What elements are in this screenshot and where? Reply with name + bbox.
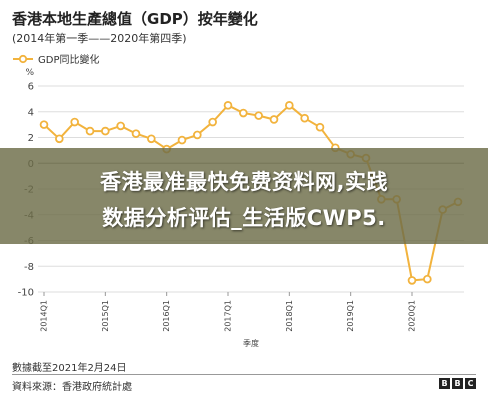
y-tick-label: -8 bbox=[24, 262, 34, 273]
y-tick-label: 2 bbox=[28, 133, 34, 144]
data-point bbox=[269, 115, 279, 124]
y-tick-label: 4 bbox=[28, 107, 34, 118]
banner-text-line-2: 数据分析评估_生活版CWP5. bbox=[102, 206, 386, 230]
data-point bbox=[177, 135, 187, 145]
chart-subtitle: (2014年第一季——2020年第四季) bbox=[12, 32, 187, 45]
source-note: 資料來源：香港政府統計處 bbox=[12, 382, 132, 393]
chart-title: 香港本地生產總值（GDP）按年變化 bbox=[12, 10, 258, 28]
data-point bbox=[55, 134, 64, 144]
data-point bbox=[239, 108, 248, 118]
data-point bbox=[285, 101, 294, 110]
x-tick-label: 2016Q1 bbox=[162, 300, 171, 332]
data-point bbox=[423, 274, 432, 284]
data-point bbox=[70, 117, 79, 127]
data-point bbox=[193, 130, 202, 140]
data-point bbox=[131, 129, 141, 138]
x-tick-label: 2020Q1 bbox=[408, 300, 417, 332]
data-point bbox=[116, 121, 125, 131]
y-tick-label: -10 bbox=[18, 288, 34, 299]
bbc-logo-letter: C bbox=[465, 378, 476, 389]
banner-overlay bbox=[0, 148, 488, 244]
data-point bbox=[300, 113, 309, 123]
x-axis-label: 季度 bbox=[243, 338, 259, 348]
x-tick-label: 2015Q1 bbox=[101, 300, 110, 332]
data-point bbox=[147, 134, 156, 144]
data-point bbox=[85, 126, 95, 136]
data-point bbox=[223, 101, 233, 110]
bbc-logo: B B C bbox=[439, 378, 476, 389]
data-date-note: 數據截至2021年2月24日 bbox=[12, 363, 127, 374]
data-point bbox=[315, 122, 325, 132]
data-point bbox=[39, 120, 49, 129]
data-point bbox=[208, 117, 217, 127]
y-tick-label: 6 bbox=[28, 82, 34, 93]
legend: GDP同比變化 bbox=[12, 51, 99, 66]
data-point bbox=[101, 126, 110, 136]
banner-text-line-1: 香港最准最快免费资料网,实践 bbox=[100, 170, 388, 194]
y-axis-label: % bbox=[25, 68, 34, 78]
data-point bbox=[254, 111, 263, 120]
x-tick-label: 2017Q1 bbox=[224, 300, 233, 332]
bbc-logo-letter: B bbox=[439, 378, 450, 389]
x-tick-label: 2019Q1 bbox=[346, 300, 355, 332]
legend-line-marker-icon bbox=[13, 54, 33, 63]
legend-label: GDP同比變化 bbox=[38, 55, 100, 66]
footer-divider bbox=[12, 374, 476, 375]
bbc-logo-letter: B bbox=[452, 378, 463, 389]
data-point bbox=[407, 276, 417, 285]
x-tick-label: 2018Q1 bbox=[285, 300, 294, 332]
x-tick-label: 2014Q1 bbox=[40, 300, 49, 332]
